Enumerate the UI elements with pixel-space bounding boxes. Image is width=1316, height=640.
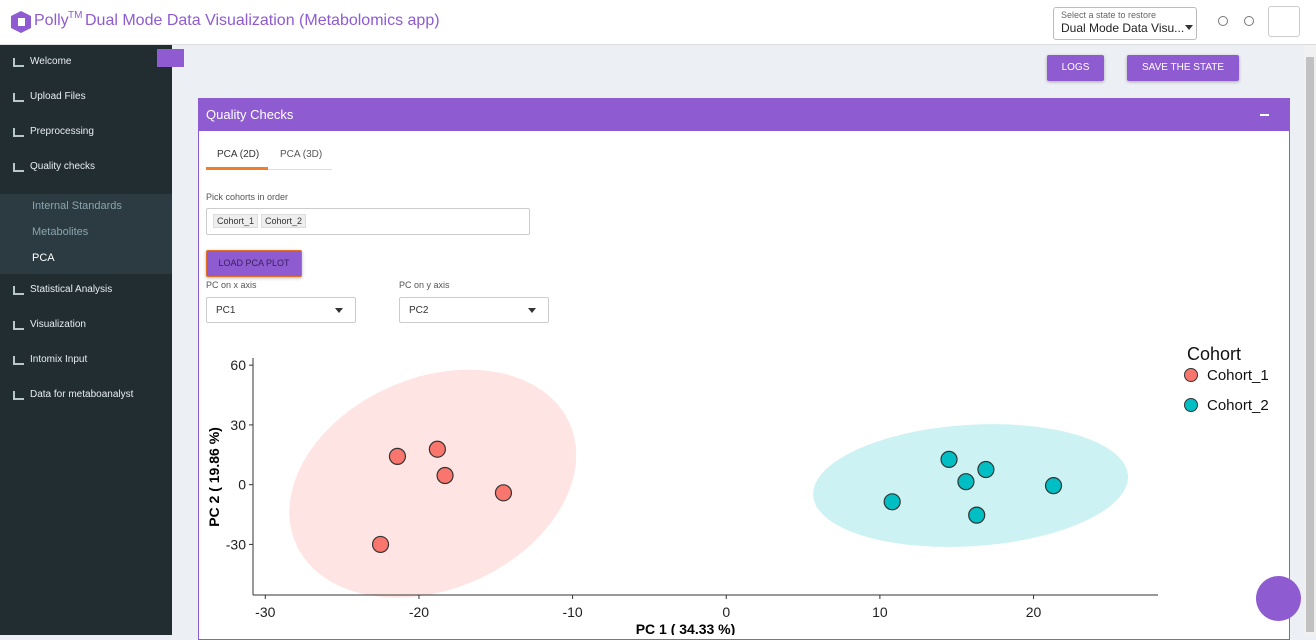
cohort-tag[interactable]: Cohort_2 [261, 214, 307, 228]
menu-item[interactable]: Preprocessing [30, 126, 94, 137]
menu-item[interactable]: Intomix Input [30, 354, 88, 365]
menu-icon [13, 286, 24, 295]
x-select[interactable]: PC1 [206, 297, 356, 323]
y-tick-label: -30 [226, 536, 246, 552]
menu-icon [13, 58, 24, 67]
x-tick-label: 0 [722, 604, 730, 620]
caret [335, 308, 343, 313]
field-label: PC on x axis [206, 280, 257, 290]
point [940, 450, 958, 468]
submenu [0, 194, 172, 274]
collapse-button[interactable] [1260, 114, 1269, 116]
scrollbar[interactable] [1304, 45, 1316, 635]
submenu-item[interactable]: Metabolites [32, 226, 89, 238]
submenu-item[interactable]: PCA [32, 252, 55, 264]
point [977, 460, 995, 479]
menu-icon [13, 163, 24, 172]
cohort-input[interactable]: Cohort_1 Cohort_2 [206, 208, 530, 235]
caret [528, 308, 536, 313]
menu-item[interactable]: Data for metaboanalyst [30, 389, 134, 400]
header: Polly TM Dual Mode Data Visualization (M… [0, 0, 1316, 45]
field-label: Pick cohorts in order [206, 192, 289, 202]
x-tick-label: -20 [409, 604, 429, 620]
legend-swatch [1184, 398, 1198, 412]
point [388, 447, 407, 465]
state-value: Dual Mode Data Visu... [1061, 21, 1185, 35]
y-tick-label: 0 [238, 477, 246, 493]
state-select[interactable]: Select a state to restore Dual Mode Data… [1053, 7, 1197, 40]
sidebar: Welcome Upload Files Preprocessing Quality … [0, 45, 172, 635]
logs-button[interactable]: LOGS [1047, 55, 1104, 81]
save-button[interactable]: SAVE THE STATE [1127, 55, 1239, 81]
point [957, 473, 975, 491]
legend-swatch [1184, 368, 1198, 382]
x-axis-title: PC 1 ( 34.33 %) [636, 621, 736, 635]
trademark: TM [68, 10, 83, 21]
field-label: PC on y axis [399, 280, 450, 290]
chat-button[interactable] [1256, 576, 1301, 621]
x-tick-label: -10 [562, 604, 582, 620]
point [1044, 477, 1063, 495]
confidence-ellipse [289, 369, 577, 598]
select-value: PC1 [216, 305, 236, 316]
tab[interactable]: PCA (3D) [280, 149, 323, 160]
header-icons[interactable] [1215, 14, 1275, 30]
point [494, 484, 513, 502]
y-tick-label: 60 [230, 357, 246, 373]
menu-icon [13, 93, 24, 102]
logo [11, 11, 31, 33]
legend-title: Cohort [1187, 344, 1241, 364]
x-tick-label: 20 [1026, 604, 1042, 620]
menu-icon [13, 391, 24, 400]
point [428, 440, 446, 458]
menu-item[interactable]: Upload Files [30, 91, 86, 102]
submenu-item[interactable]: Internal Standards [32, 200, 122, 212]
y-select[interactable]: PC2 [399, 297, 549, 323]
point [371, 535, 390, 554]
legend-label: Cohort_2 [1207, 397, 1269, 414]
y-axis-title: PC 2 ( 19.86 %) [206, 427, 222, 527]
menu-item[interactable]: Visualization [30, 319, 86, 330]
menu-icon [13, 321, 24, 330]
legend-label: Cohort_1 [1207, 367, 1269, 384]
menu-icon [13, 128, 24, 137]
tab[interactable]: PCA (2D) [217, 149, 260, 160]
point [968, 506, 986, 524]
point [883, 493, 901, 511]
brand: Polly [34, 12, 69, 29]
sidebar-toggle[interactable] [157, 49, 184, 67]
tab-line [268, 169, 332, 170]
app-title: Dual Mode Data Visualization (Metabolomi… [85, 12, 440, 29]
select-value: PC2 [409, 305, 429, 316]
panel-header: Quality Checks [198, 98, 1290, 131]
menu-icon [13, 356, 24, 365]
caret [1185, 25, 1193, 30]
cohort-tag[interactable]: Cohort_1 [213, 214, 259, 228]
y-tick-label: 30 [230, 417, 246, 433]
x-tick-label: 10 [872, 604, 888, 620]
tab-underline [206, 167, 268, 170]
state-label: Select a state to restore [1061, 10, 1157, 20]
load-button[interactable]: LOAD PCA PLOT [206, 250, 302, 277]
panel-title: Quality Checks [206, 107, 294, 122]
menu-item[interactable]: Quality checks [30, 161, 96, 172]
menu-item[interactable]: Statistical Analysis [30, 284, 113, 295]
scroll-thumb[interactable] [1306, 57, 1314, 632]
x-tick-label: -30 [255, 604, 275, 620]
point [436, 466, 454, 485]
menu-item[interactable]: Welcome [30, 56, 72, 67]
user-button[interactable] [1268, 6, 1300, 37]
